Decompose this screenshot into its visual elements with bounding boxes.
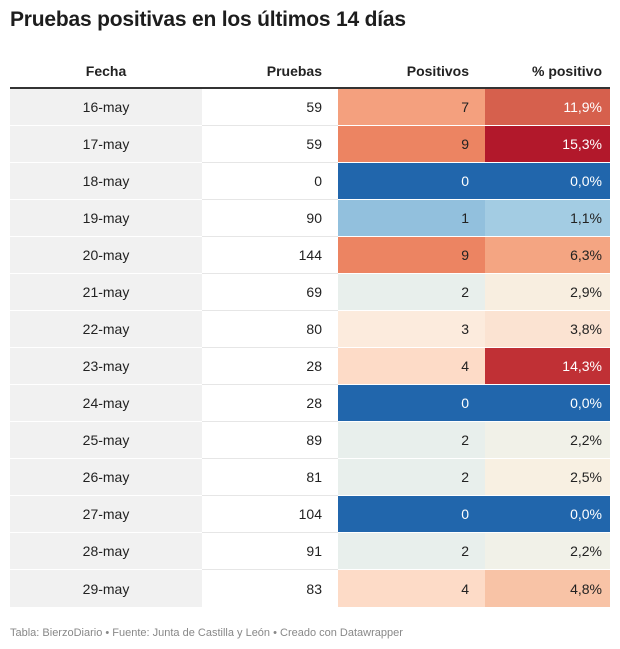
cell-pruebas: 80 [202,311,338,348]
table-row: 22-may 80 3 3,8% [10,311,610,348]
cell-positivos: 1 [338,200,485,237]
header-pruebas[interactable]: Pruebas [266,62,322,79]
cell-fecha: 26-may [10,459,202,496]
table-row: 20-may 144 9 6,3% [10,237,610,274]
cell-positivos: 0 [338,163,485,200]
cell-fecha: 29-may [10,570,202,607]
cell-positivos: 4 [338,348,485,385]
cell-pct-positivo: 2,2% [485,422,610,459]
cell-pct-positivo: 3,8% [485,311,610,348]
cell-fecha: 16-may [10,89,202,126]
table-row: 29-may 83 4 4,8% [10,570,610,607]
cell-fecha: 28-may [10,533,202,570]
cell-pct-positivo: 0,0% [485,163,610,200]
table-row: 28-may 91 2 2,2% [10,533,610,570]
cell-positivos: 2 [338,422,485,459]
cell-pruebas: 91 [202,533,338,570]
cell-fecha: 23-may [10,348,202,385]
cell-pruebas: 104 [202,496,338,533]
header-fecha[interactable]: Fecha [85,62,127,79]
table-row: 21-may 69 2 2,9% [10,274,610,311]
cell-fecha: 24-may [10,385,202,422]
cell-pruebas: 28 [202,348,338,385]
cell-pruebas: 69 [202,274,338,311]
cell-pct-positivo: 14,3% [485,348,610,385]
cell-positivos: 3 [338,311,485,348]
cell-pruebas: 28 [202,385,338,422]
table-header: Fecha Pruebas Positivos % positivo [10,54,610,89]
cell-positivos: 2 [338,533,485,570]
cell-pct-positivo: 11,9% [485,89,610,126]
cell-positivos: 0 [338,385,485,422]
cell-pruebas: 89 [202,422,338,459]
table-row: 25-may 89 2 2,2% [10,422,610,459]
cell-pct-positivo: 15,3% [485,126,610,163]
cell-positivos: 2 [338,459,485,496]
data-table: Fecha Pruebas Positivos % positivo 16-ma… [10,54,610,607]
cell-pruebas: 81 [202,459,338,496]
cell-pct-positivo: 0,0% [485,385,610,422]
cell-fecha: 21-may [10,274,202,311]
table-row: 26-may 81 2 2,5% [10,459,610,496]
cell-pruebas: 59 [202,89,338,126]
cell-positivos: 2 [338,274,485,311]
cell-pct-positivo: 0,0% [485,496,610,533]
header-pct-positivo[interactable]: % positivo [531,62,602,79]
cell-pruebas: 83 [306,580,322,597]
cell-positivos: 4 [338,570,485,607]
cell-fecha: 20-may [10,237,202,274]
table-row: 18-may 0 0 0,0% [10,163,610,200]
cell-fecha: 25-may [10,422,202,459]
cell-pct-positivo: 2,2% [485,533,610,570]
cell-pruebas: 0 [202,163,338,200]
table-row: 24-may 28 0 0,0% [10,385,610,422]
table-row: 23-may 28 4 14,3% [10,348,610,385]
cell-pct-positivo: 2,5% [485,459,610,496]
cell-fecha: 27-may [10,496,202,533]
cell-pct-positivo: 2,9% [485,274,610,311]
table-body: 16-may 59 7 11,9% 17-may 59 9 15,3% 18-may 0 0 0,0%… [10,89,610,607]
cell-fecha: 22-may [10,311,202,348]
header-positivos[interactable]: Positivos [406,62,469,79]
cell-positivos: 9 [338,126,485,163]
cell-pruebas: 144 [202,237,338,274]
cell-positivos: 0 [338,496,485,533]
table-row: 17-may 59 9 15,3% [10,126,610,163]
cell-pruebas: 59 [202,126,338,163]
cell-pct-positivo: 6,3% [485,237,610,274]
table-row: 16-may 59 7 11,9% [10,89,610,126]
page-title: Pruebas positivas en los últimos 14 días [10,8,406,31]
cell-positivos: 9 [338,237,485,274]
cell-fecha: 19-may [10,200,202,237]
table-row: 27-may 104 0 0,0% [10,496,610,533]
footer-credits: Tabla: BierzoDiario • Fuente: Junta de C… [10,627,403,639]
cell-fecha: 17-may [10,126,202,163]
cell-pct-positivo: 4,8% [485,570,610,607]
cell-positivos: 7 [338,89,485,126]
cell-fecha: 18-may [10,163,202,200]
table-row: 19-may 90 1 1,1% [10,200,610,237]
cell-pct-positivo: 1,1% [485,200,610,237]
cell-pruebas: 90 [202,200,338,237]
